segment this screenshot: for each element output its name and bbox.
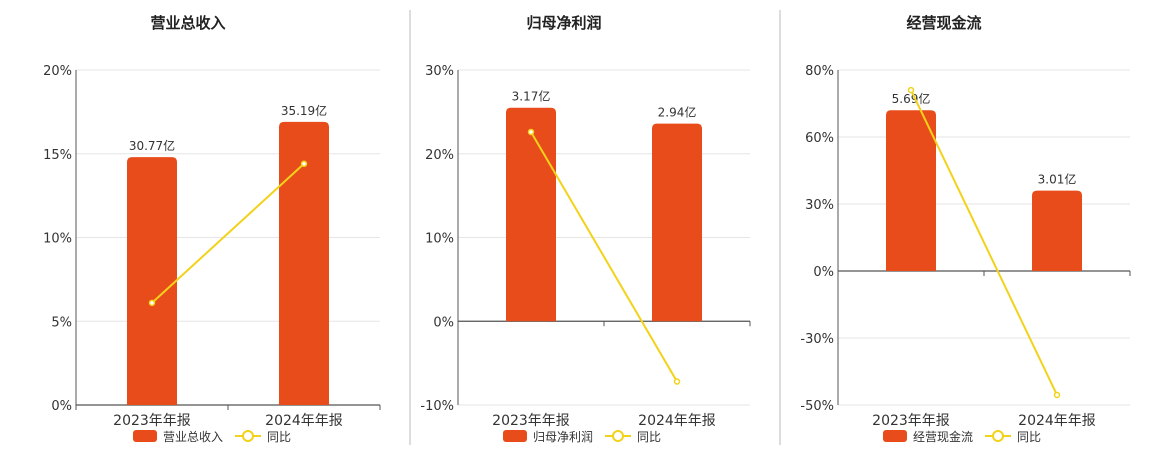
x-tick-label: 2023年年报 xyxy=(872,413,950,429)
y-tick-label: -50% xyxy=(800,399,834,414)
chart-title: 归母净利润 xyxy=(526,14,601,32)
y-tick-label: 30% xyxy=(805,198,834,213)
chart-title: 营业总收入 xyxy=(150,14,225,32)
legend-line-label: 同比 xyxy=(1017,430,1041,444)
x-tick-label: 2024年年报 xyxy=(265,413,343,429)
legend-line-label: 同比 xyxy=(637,430,661,444)
y-tick-label: 10% xyxy=(425,232,454,247)
bar-data-label: 35.19亿 xyxy=(281,103,327,118)
y-tick-label: 30% xyxy=(425,64,454,79)
y-tick-label: 0% xyxy=(51,399,72,414)
y-tick-label: -30% xyxy=(800,332,834,347)
y-tick-label: 80% xyxy=(805,64,834,79)
y-tick-label: 20% xyxy=(425,148,454,163)
yoy-point xyxy=(148,299,156,307)
x-tick-label: 2023年年报 xyxy=(113,413,191,429)
legend-line-marker xyxy=(242,430,254,442)
y-tick-label: 60% xyxy=(805,131,834,146)
yoy-point xyxy=(907,86,915,94)
legend-bar-label: 经营现金流 xyxy=(913,429,973,444)
chart-title: 经营现金流 xyxy=(906,14,981,32)
x-tick-label: 2023年年报 xyxy=(492,413,570,429)
legend-line-marker xyxy=(992,430,1004,442)
yoy-point xyxy=(300,160,308,168)
legend-bar-label: 营业总收入 xyxy=(163,430,223,444)
chart-panel-revenue: 营业总收入 20% 15% 10% 5% 0% 30.77亿 2023年年报 35.19亿 202… xyxy=(43,14,381,444)
bar xyxy=(652,123,702,322)
bar-data-label: 3.01亿 xyxy=(1038,172,1077,187)
bar-data-label: 2.94亿 xyxy=(658,105,697,120)
bar xyxy=(279,121,329,406)
yoy-point xyxy=(673,378,681,385)
chart-panel-net-profit: 归母净利润 30% 20% 10% 0% -10% 3.17亿 2023年年报 2.94亿 202… xyxy=(420,14,751,444)
yoy-line xyxy=(151,163,305,304)
legend-bar-swatch xyxy=(503,430,527,442)
bar xyxy=(506,107,556,322)
y-tick-label: -10% xyxy=(420,399,454,414)
legend-bar-swatch xyxy=(883,430,907,442)
legend-bar-swatch xyxy=(133,430,157,442)
yoy-point xyxy=(1053,391,1061,399)
y-tick-label: 15% xyxy=(43,148,72,163)
bar xyxy=(127,157,177,405)
chart-panel-operating-cashflow: 经营现金流 80% 60% 30% 0% -30% -50% 5.69亿 2023年年报 3.01… xyxy=(800,14,1131,444)
legend-line-marker xyxy=(612,430,624,442)
yoy-point xyxy=(527,128,535,136)
y-tick-label: 10% xyxy=(43,232,72,247)
x-tick-label: 2024年年报 xyxy=(1018,413,1096,429)
legend-line-label: 同比 xyxy=(267,430,291,444)
yoy-line xyxy=(910,89,1058,396)
y-tick-label: 0% xyxy=(433,315,454,330)
y-tick-label: 0% xyxy=(813,265,834,280)
bar-data-label: 5.69亿 xyxy=(892,91,931,106)
bar-data-label: 30.77亿 xyxy=(129,138,175,153)
x-tick-label: 2024年年报 xyxy=(638,413,716,429)
bar xyxy=(1032,190,1082,271)
bar xyxy=(886,110,936,271)
y-tick-label: 20% xyxy=(43,64,72,79)
bar-data-label: 3.17亿 xyxy=(512,89,551,104)
legend-bar-label: 归母净利润 xyxy=(533,430,593,444)
yoy-line xyxy=(530,131,678,383)
y-tick-label: 5% xyxy=(51,315,72,330)
